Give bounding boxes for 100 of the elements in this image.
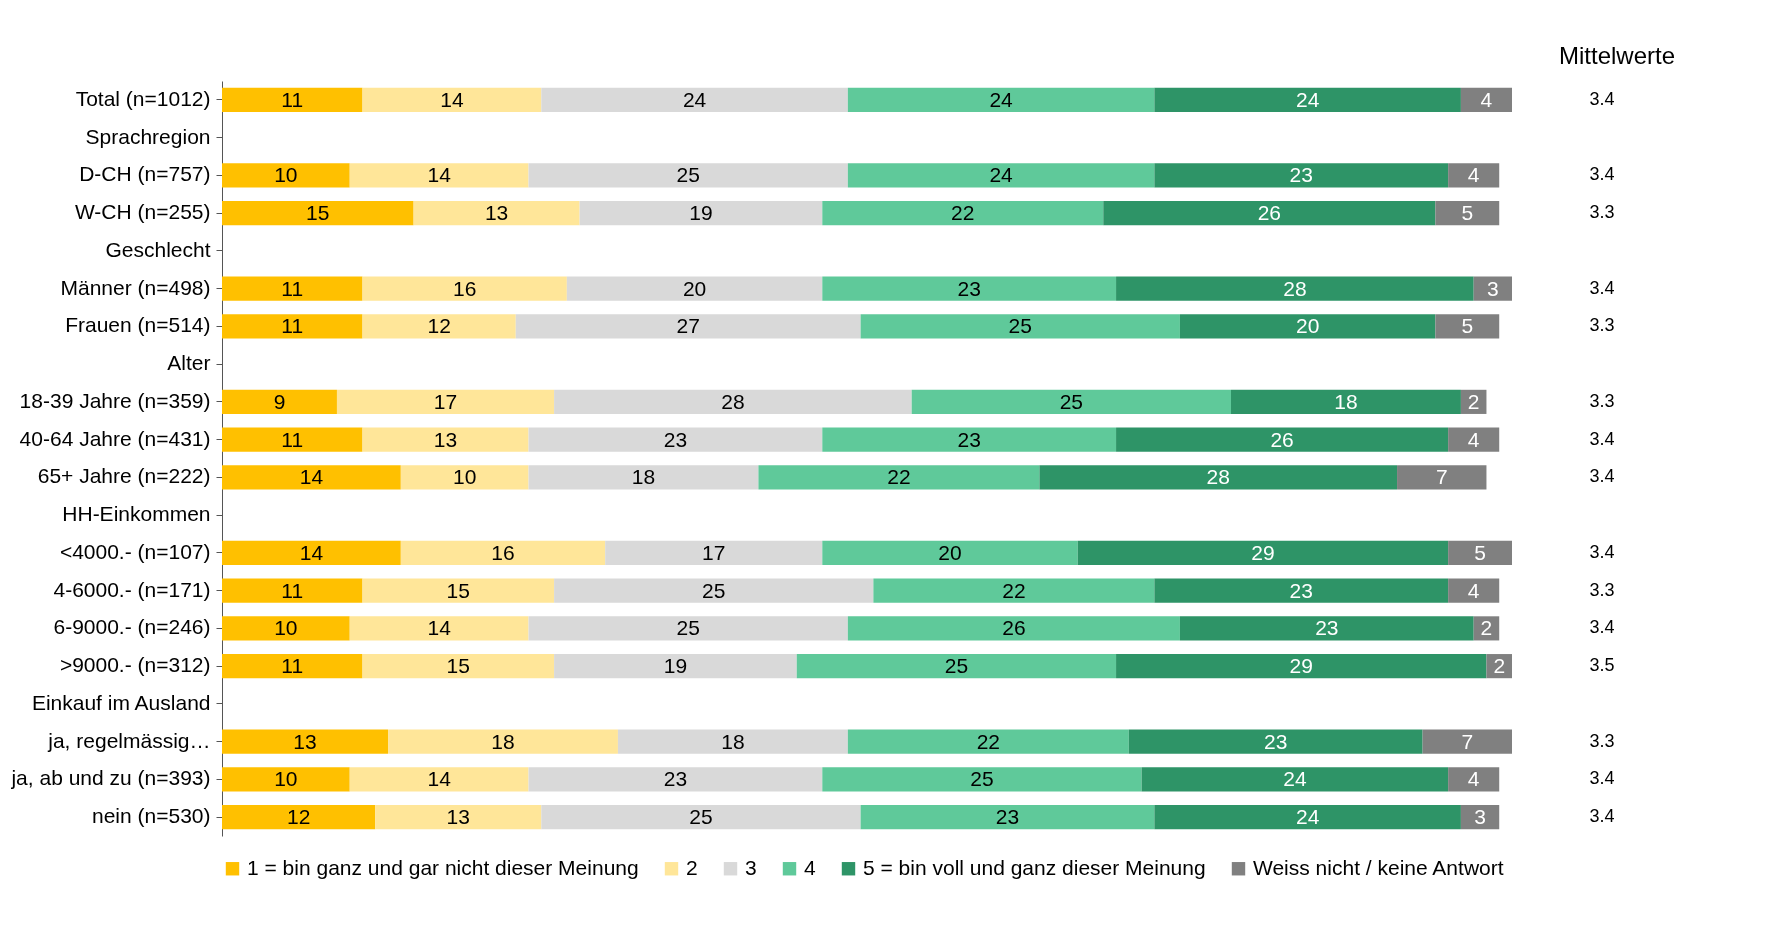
- data-label: 14: [427, 163, 452, 187]
- y-tick-label: Sprachregion: [85, 124, 211, 148]
- bar: [1128, 729, 1423, 754]
- data-label: 12: [427, 314, 451, 338]
- data-label: 18: [1334, 389, 1358, 413]
- bar: [847, 616, 1180, 641]
- data-label: 5: [1474, 540, 1486, 564]
- bar: [222, 540, 401, 565]
- bar: [847, 87, 1155, 112]
- text: 3.3: [1589, 390, 1615, 411]
- bar: [222, 427, 363, 452]
- y-tick-label: Frauen (n=514): [65, 313, 211, 337]
- data-label: 11: [281, 314, 304, 338]
- y-tick-label: Einkauf im Ausland: [31, 690, 211, 714]
- y-tick-label: Geschlecht: [105, 237, 211, 261]
- data-label: 9: [273, 389, 286, 413]
- data-label: 23: [957, 427, 981, 451]
- data-label: 24: [1295, 87, 1320, 111]
- data-label: 14: [427, 767, 452, 791]
- data-label: 23: [1289, 163, 1313, 187]
- bar: [911, 389, 1232, 414]
- text: 3.3: [1589, 202, 1615, 223]
- bar: [222, 314, 363, 339]
- data-label: 23: [663, 427, 688, 451]
- data-label: 25: [1008, 314, 1032, 338]
- bar: [1116, 427, 1449, 452]
- data-label: 25: [1059, 389, 1084, 413]
- data-label: 25: [676, 616, 700, 640]
- bar: [579, 201, 823, 226]
- data-label: 23: [1315, 616, 1339, 640]
- bar: [222, 729, 389, 754]
- bar: [847, 729, 1129, 754]
- data-label: 26: [1257, 201, 1282, 225]
- data-label: 15: [446, 578, 470, 602]
- data-label: 18: [631, 465, 656, 489]
- bar: [1397, 465, 1487, 490]
- bar: [554, 389, 912, 414]
- bar: [1154, 163, 1449, 188]
- data-label: 11: [281, 427, 304, 451]
- data-label: 28: [1283, 276, 1307, 300]
- bar: [222, 87, 363, 112]
- y-tick-label: 18-39 Jahre (n=359): [19, 388, 211, 412]
- data-label: 24: [682, 87, 707, 111]
- y-tick-label: ja, regelmässig…: [47, 728, 211, 752]
- y-tick-label: Alter: [167, 351, 211, 375]
- data-label: 22: [887, 465, 911, 489]
- data-label: 13: [484, 201, 509, 225]
- bar: [222, 163, 350, 188]
- bar: [1116, 654, 1487, 679]
- bar: [336, 389, 555, 414]
- data-label: 29: [1251, 540, 1275, 564]
- data-label: 3: [1474, 805, 1486, 829]
- data-label: 2: [1467, 389, 1480, 413]
- y-tick-label: >9000.- (n=312): [59, 653, 211, 677]
- bar: [541, 805, 861, 830]
- bar: [400, 540, 606, 565]
- data-label: 18: [721, 729, 745, 753]
- bar: [1435, 201, 1500, 226]
- data-label: 10: [452, 465, 477, 489]
- bar: [362, 427, 529, 452]
- bar: [222, 201, 414, 226]
- data-label: 5: [1461, 201, 1474, 225]
- data-label: 13: [293, 729, 317, 753]
- data-label: 25: [970, 767, 994, 791]
- data-label: 13: [433, 427, 458, 451]
- data-label: 23: [957, 276, 981, 300]
- bar: [1141, 767, 1449, 792]
- data-label: 20: [682, 276, 707, 300]
- bar: [349, 616, 529, 641]
- y-tick-label: HH-Einkommen: [62, 502, 211, 526]
- bar: [388, 729, 618, 754]
- data-label: 4: [1467, 767, 1480, 791]
- data-label: 15: [446, 654, 470, 678]
- bar: [222, 616, 350, 641]
- text: 3.3: [1589, 730, 1615, 751]
- data-label: 12: [286, 805, 311, 829]
- y-tick-label: 65+ Jahre (n=222): [37, 464, 211, 488]
- bar: [1179, 616, 1474, 641]
- bar: [1179, 314, 1436, 339]
- bar: [1448, 427, 1500, 452]
- bar: [822, 767, 1142, 792]
- text: 3.4: [1589, 428, 1615, 449]
- text: 3.4: [1589, 88, 1615, 109]
- data-label: 22: [951, 201, 975, 225]
- bar: [860, 314, 1180, 339]
- bar: [1154, 578, 1449, 603]
- data-label: 11: [281, 87, 304, 111]
- data-label: 23: [995, 805, 1020, 829]
- bar: [1422, 729, 1512, 754]
- bar: [515, 314, 861, 339]
- text: 3.4: [1589, 806, 1615, 827]
- bar: [847, 163, 1155, 188]
- data-label: 19: [663, 654, 688, 678]
- text: 3.4: [1589, 277, 1615, 298]
- data-label: 26: [1002, 616, 1026, 640]
- bar: [362, 654, 555, 679]
- data-label: 7: [1461, 729, 1474, 753]
- data-label: 17: [702, 540, 726, 564]
- data-label: 24: [1295, 805, 1320, 829]
- y-tick-label: 40-64 Jahre (n=431): [19, 426, 211, 450]
